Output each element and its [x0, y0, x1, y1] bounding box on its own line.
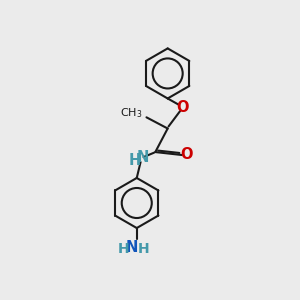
Text: O: O — [181, 147, 193, 162]
Text: H: H — [129, 153, 141, 168]
Text: H: H — [118, 242, 129, 256]
Text: N: N — [137, 150, 149, 165]
Text: O: O — [177, 100, 189, 115]
Text: CH$_3$: CH$_3$ — [120, 106, 142, 120]
Text: N: N — [125, 240, 138, 255]
Text: H: H — [137, 242, 149, 256]
